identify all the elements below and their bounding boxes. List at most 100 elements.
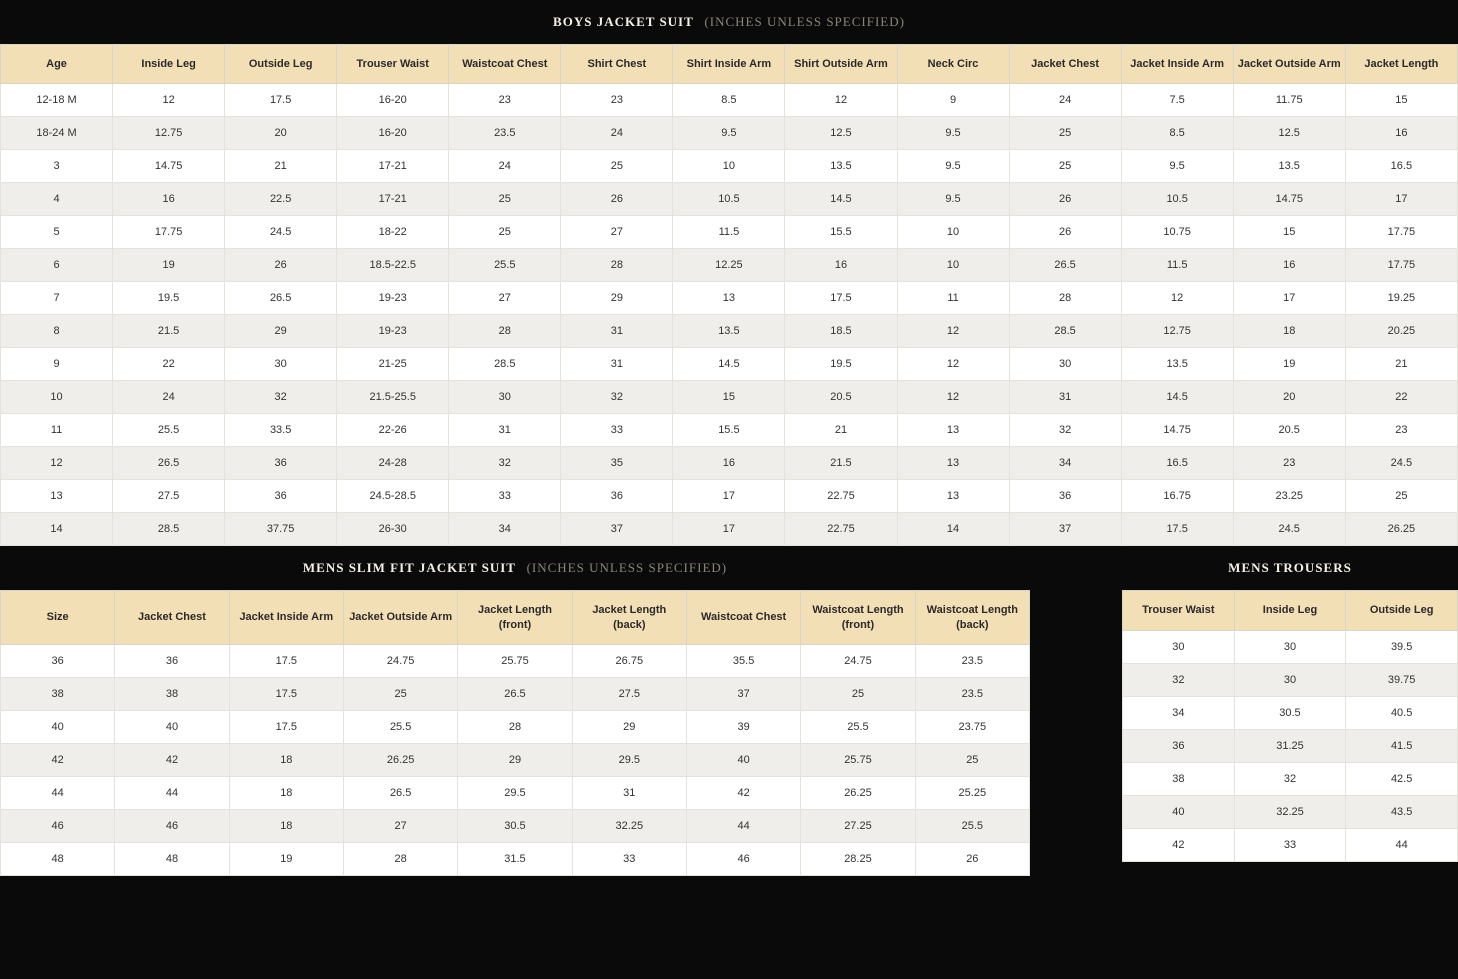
table-cell: 16.5 <box>1345 150 1457 183</box>
table-cell: 26.5 <box>225 282 337 315</box>
table-cell: 16 <box>113 183 225 216</box>
table-cell: 41.5 <box>1346 729 1458 762</box>
table-cell: 38 <box>1 677 115 710</box>
table-cell: 48 <box>1 842 115 875</box>
column-header: Age <box>1 45 113 84</box>
table-cell: 18 <box>229 809 343 842</box>
table-cell: 25.75 <box>458 644 572 677</box>
table-cell: 25.25 <box>915 776 1029 809</box>
table-cell: 15 <box>1233 216 1345 249</box>
table-cell: 38 <box>1123 762 1235 795</box>
table-cell: 43.5 <box>1346 795 1458 828</box>
table-cell: 14.75 <box>1233 183 1345 216</box>
table-cell: 18.5 <box>785 315 897 348</box>
table-cell: 25 <box>449 183 561 216</box>
column-header: Neck Circ <box>897 45 1009 84</box>
table-cell: 12.5 <box>785 117 897 150</box>
table-cell: 12-18 M <box>1 84 113 117</box>
table-cell: 17.5 <box>225 84 337 117</box>
column-header: Trouser Waist <box>1123 591 1235 630</box>
table-row: 383817.52526.527.5372523.5 <box>1 677 1030 710</box>
table-cell: 17.5 <box>229 710 343 743</box>
table-cell: 25.75 <box>801 743 915 776</box>
table-cell: 12 <box>1121 282 1233 315</box>
table-cell: 28.5 <box>1009 315 1121 348</box>
table-cell: 36 <box>1123 729 1235 762</box>
table-cell: 14 <box>897 513 1009 546</box>
table-cell: 12 <box>897 315 1009 348</box>
table-cell: 12 <box>897 381 1009 414</box>
table-cell: 36 <box>1009 480 1121 513</box>
table-cell: 30.5 <box>458 809 572 842</box>
table-cell: 25 <box>561 150 673 183</box>
table-row: 42421826.252929.54025.7525 <box>1 743 1030 776</box>
table-cell: 14.5 <box>1121 381 1233 414</box>
table-cell: 26.5 <box>458 677 572 710</box>
column-header: Waistcoat Length (back) <box>915 591 1029 645</box>
table-cell: 23.25 <box>1233 480 1345 513</box>
table-cell: 24.5 <box>225 216 337 249</box>
table-cell: 23 <box>1233 447 1345 480</box>
column-header: Jacket Chest <box>115 591 229 645</box>
table-cell: 32.25 <box>572 809 686 842</box>
table-cell: 19 <box>113 249 225 282</box>
table-cell: 13 <box>897 414 1009 447</box>
table-cell: 35.5 <box>686 644 800 677</box>
table-cell: 40 <box>1123 795 1235 828</box>
table-cell: 9.5 <box>1121 150 1233 183</box>
boys-title: BOYS JACKET SUIT <box>553 14 694 29</box>
table-cell: 15.5 <box>673 414 785 447</box>
table-cell: 25 <box>343 677 457 710</box>
table-row: 314.752117-2124251013.59.5259.513.516.5 <box>1 150 1458 183</box>
table-cell: 39.5 <box>1346 630 1458 663</box>
table-cell: 25 <box>1009 117 1121 150</box>
table-cell: 26.5 <box>113 447 225 480</box>
table-cell: 36 <box>225 480 337 513</box>
mens-trousers-title: MENS TROUSERS <box>1228 560 1352 575</box>
column-header: Waistcoat Chest <box>686 591 800 645</box>
table-cell: 33 <box>561 414 673 447</box>
table-row: 303039.5 <box>1123 630 1458 663</box>
table-cell: 12.75 <box>113 117 225 150</box>
table-cell: 10 <box>897 216 1009 249</box>
mens-slim-title: MENS SLIM FIT JACKET SUIT <box>303 560 516 575</box>
table-cell: 30 <box>1234 663 1346 696</box>
table-cell: 29 <box>225 315 337 348</box>
table-cell: 12.25 <box>673 249 785 282</box>
table-cell: 40.5 <box>1346 696 1458 729</box>
table-cell: 11.5 <box>1121 249 1233 282</box>
table-cell: 10 <box>673 150 785 183</box>
mens-trousers-section: MENS TROUSERS Trouser WaistInside LegOut… <box>1122 546 1458 876</box>
table-cell: 9.5 <box>673 117 785 150</box>
column-header: Shirt Outside Arm <box>785 45 897 84</box>
mens-trousers-table: Trouser WaistInside LegOutside Leg 30303… <box>1122 590 1458 861</box>
table-cell: 10.75 <box>1121 216 1233 249</box>
table-cell: 24.5 <box>1345 447 1457 480</box>
table-cell: 15.5 <box>785 216 897 249</box>
table-cell: 17.5 <box>1121 513 1233 546</box>
table-row: 1327.53624.5-28.533361722.75133616.7523.… <box>1 480 1458 513</box>
table-cell: 20.5 <box>785 381 897 414</box>
table-cell: 33.5 <box>225 414 337 447</box>
table-cell: 32 <box>561 381 673 414</box>
table-row: 404017.525.528293925.523.75 <box>1 710 1030 743</box>
table-row: 1428.537.7526-3034371722.75143717.524.52… <box>1 513 1458 546</box>
table-cell: 28 <box>561 249 673 282</box>
table-cell: 12 <box>113 84 225 117</box>
table-cell: 22 <box>1345 381 1457 414</box>
table-cell: 21-25 <box>337 348 449 381</box>
column-header: Shirt Inside Arm <box>673 45 785 84</box>
bottom-row: MENS SLIM FIT JACKET SUIT (INCHES UNLESS… <box>0 546 1458 876</box>
table-cell: 19.5 <box>785 348 897 381</box>
table-cell: 22.75 <box>785 513 897 546</box>
table-cell: 36 <box>1 644 115 677</box>
table-cell: 25.5 <box>801 710 915 743</box>
table-row: 3430.540.5 <box>1123 696 1458 729</box>
table-cell: 34 <box>1123 696 1235 729</box>
table-cell: 40 <box>686 743 800 776</box>
table-cell: 26.25 <box>1345 513 1457 546</box>
column-header: Inside Leg <box>1234 591 1346 630</box>
table-cell: 16 <box>1233 249 1345 282</box>
table-cell: 32 <box>1123 663 1235 696</box>
table-cell: 19.5 <box>113 282 225 315</box>
